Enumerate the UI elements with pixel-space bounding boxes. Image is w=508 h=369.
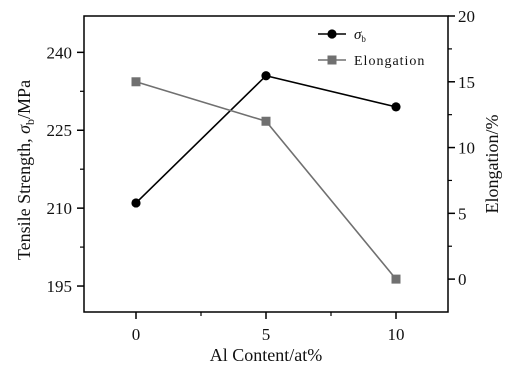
legend-symbol: σ: [354, 27, 362, 43]
legend: σb Elongation: [318, 27, 425, 69]
y-right-tick-label: 20: [458, 7, 475, 26]
x-tick-label: 10: [388, 325, 405, 344]
y-left-tick-label: 240: [47, 43, 73, 62]
y-left-tick-label: 195: [47, 277, 73, 296]
y-right-tick-label: 15: [458, 73, 475, 92]
legend-label-elongation: Elongation: [354, 54, 425, 69]
legend-marker-elongation: [327, 55, 337, 65]
y-left-axis-title-subscript: b: [23, 119, 37, 125]
series-line-tensile-strength: [135, 74, 397, 204]
y-left-axis-title: Tensile Strength, σb/MPa: [14, 80, 37, 260]
axis-titles: Al Content/at% Tensile Strength, σb/MPa El…: [14, 80, 502, 365]
data-point-tensile-strength: [261, 71, 271, 81]
x-tick-label: 0: [132, 325, 141, 344]
data-point-elongation: [261, 116, 271, 126]
legend-label-tensile-strength: σb: [354, 27, 366, 44]
plot-area: [131, 71, 401, 284]
x-tick-label: 5: [262, 325, 271, 344]
data-point-elongation: [391, 274, 401, 284]
x-axis-title: Al Content/at%: [210, 345, 322, 365]
y-right-tick-label: 0: [458, 270, 467, 289]
y-left-axis-title-symbol: σ: [14, 124, 34, 134]
y-left-tick-label: 210: [47, 199, 73, 218]
y-left-axis-title-unit: /MPa: [14, 80, 34, 119]
data-point-elongation: [131, 77, 141, 87]
data-point-tensile-strength: [391, 102, 401, 112]
y-right-tick-label: 5: [458, 204, 467, 223]
y-left-axis-title-text: Tensile Strength,: [14, 134, 34, 260]
y-right-tick-label: 10: [458, 139, 475, 158]
series-line-elongation: [135, 81, 397, 280]
axes: 0 5 10 195 210 225 240 0 5 10 15 20: [47, 7, 476, 344]
data-point-tensile-strength: [131, 198, 141, 208]
y-left-tick-label: 225: [47, 121, 73, 140]
legend-marker-tensile-strength: [327, 29, 337, 39]
legend-subscript: b: [361, 34, 366, 44]
y-right-axis-title: Elongation/%: [482, 115, 502, 214]
